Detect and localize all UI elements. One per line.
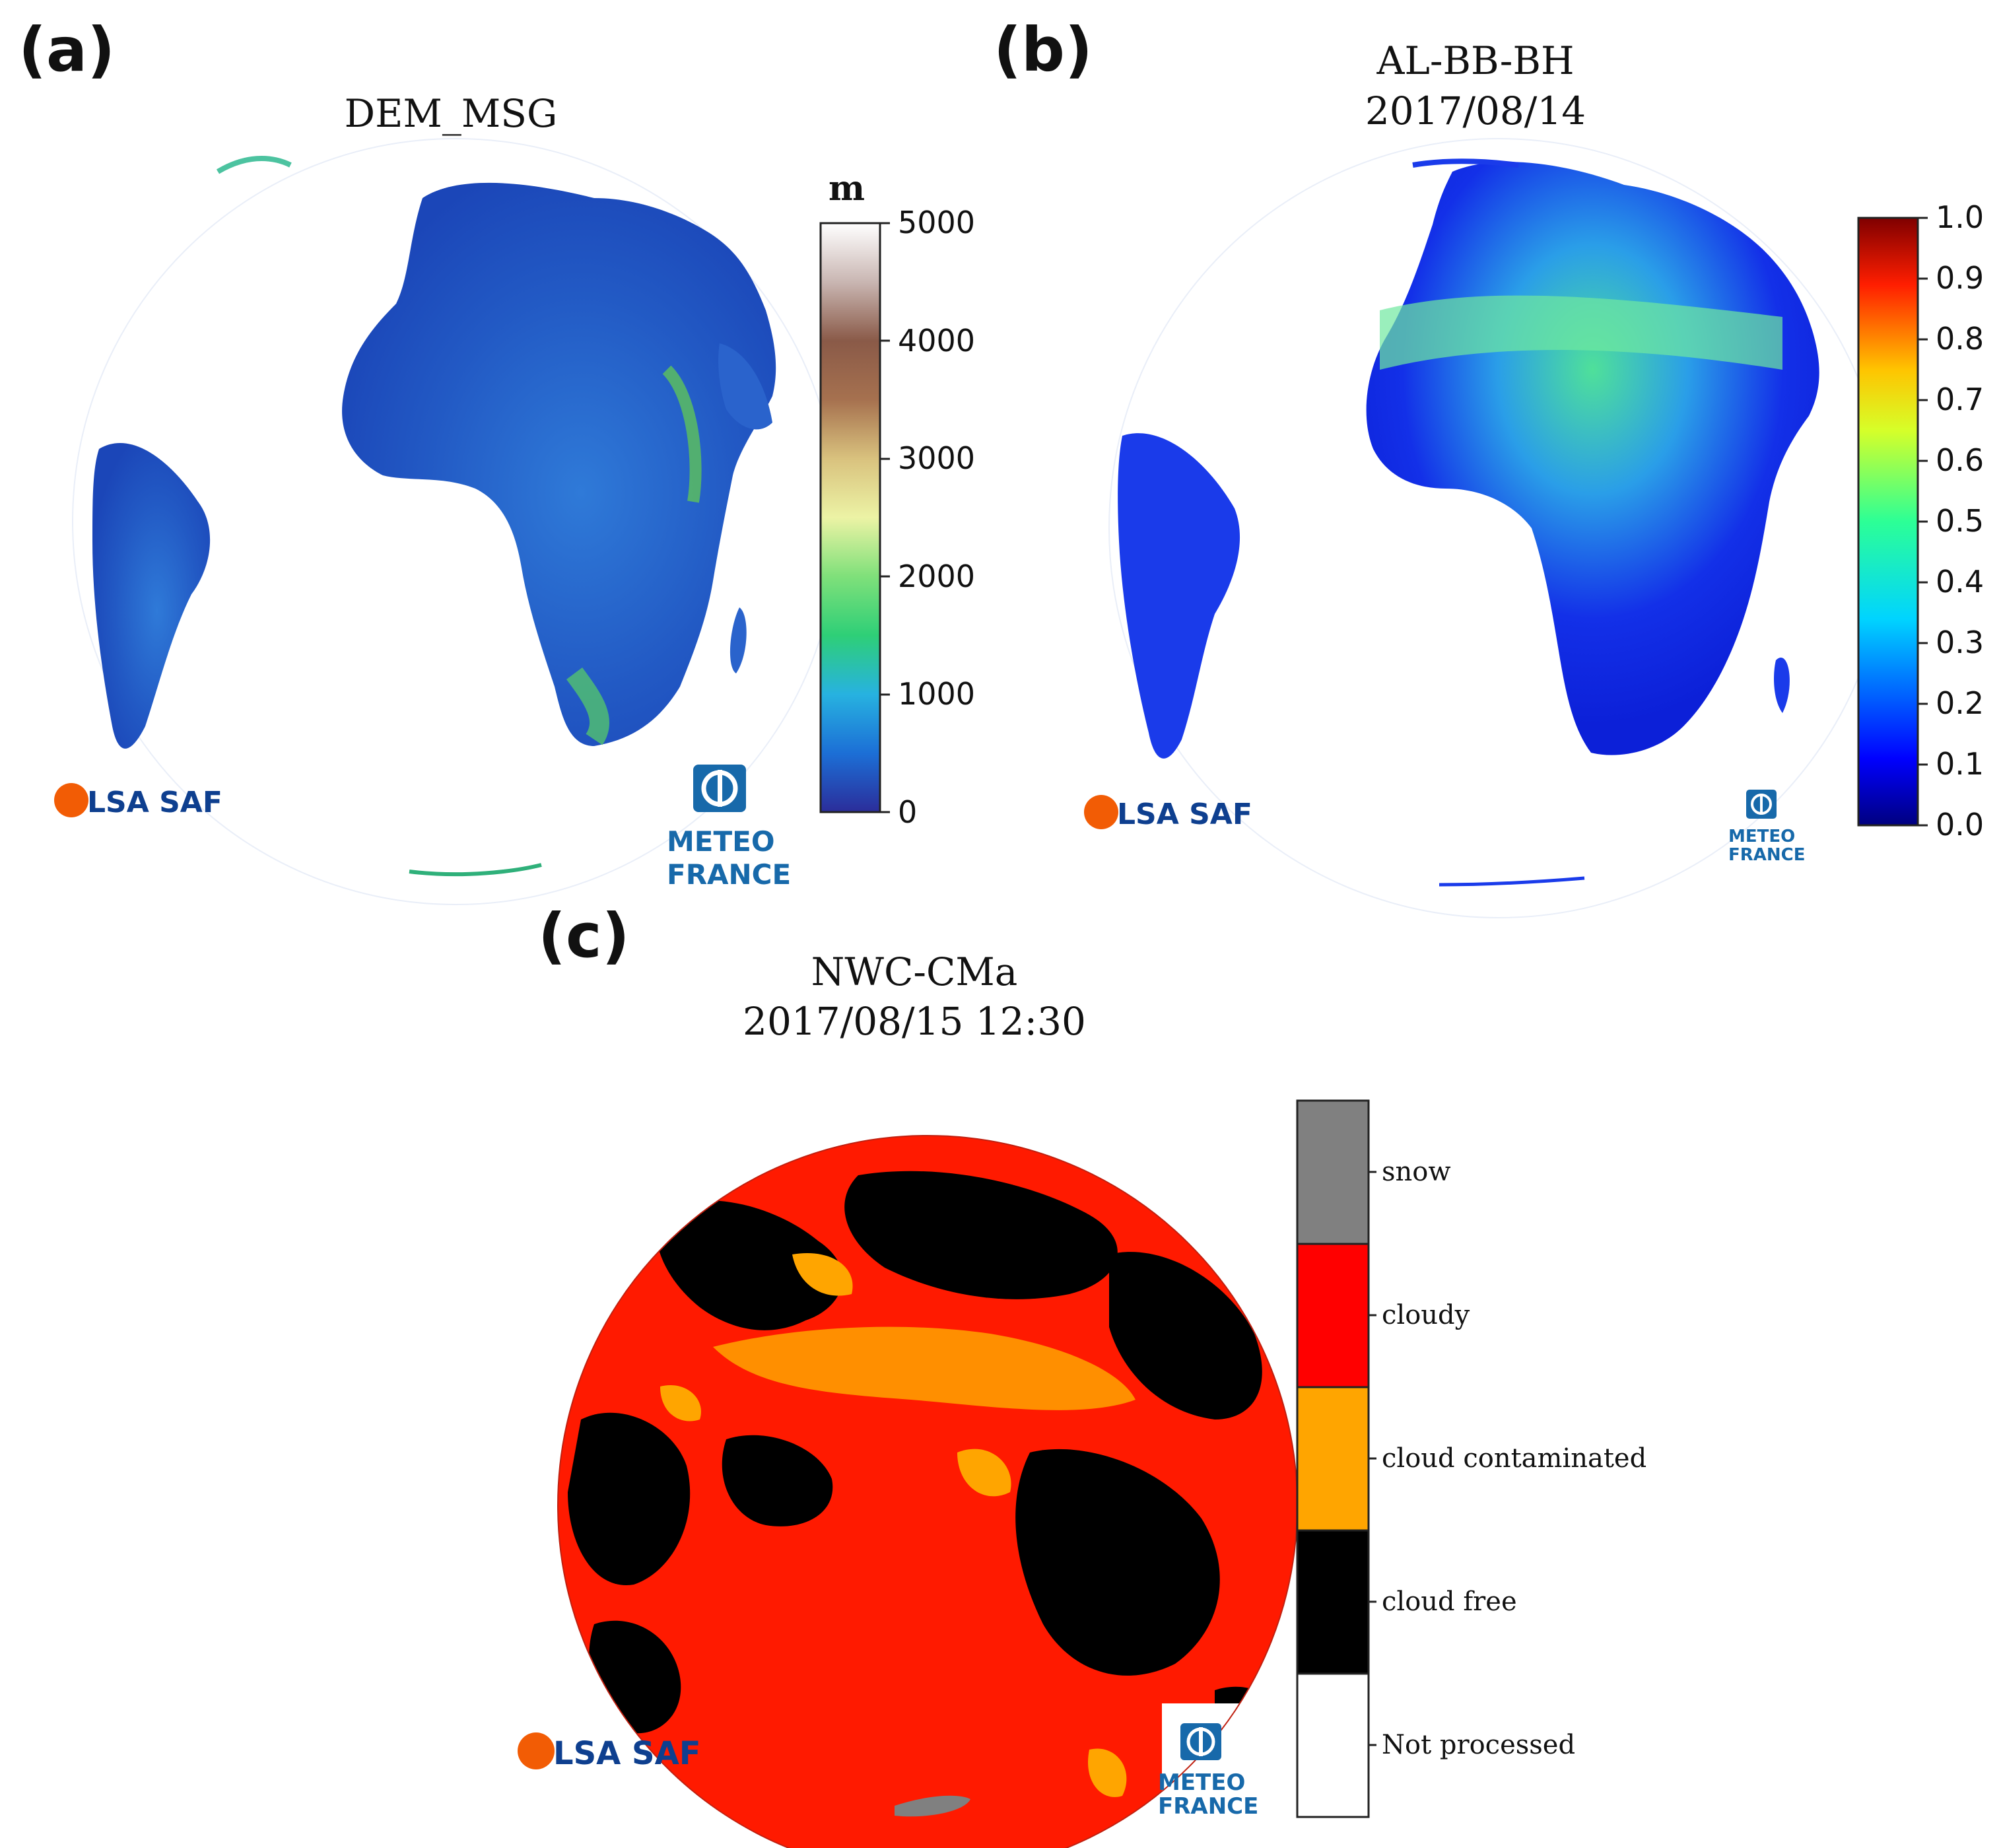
panel-a-tick-0: 0 [898, 794, 918, 830]
panel-b-tick-0.3: 0.3 [1936, 625, 1984, 660]
panel-a-tick-4000: 4000 [898, 323, 976, 359]
meteo-emblem-b [1746, 790, 1777, 819]
meteo-text-b-line1: METEO [1728, 827, 1796, 846]
panel-a-tick-1000: 1000 [898, 676, 976, 712]
legend-label-cloudy: cloudy [1382, 1300, 1470, 1330]
panel-b-tick-0.9: 0.9 [1936, 260, 1984, 296]
panel-b-tick-0.7: 0.7 [1936, 382, 1984, 417]
panel-b-tick-0.6: 0.6 [1936, 442, 1984, 478]
panel-b-globe [1108, 138, 1889, 918]
lsa-logo-text-b: LSA SAF [1117, 798, 1252, 831]
legend-label-snow: snow [1382, 1157, 1451, 1187]
panel-b-tick-1.0: 1.0 [1936, 199, 1984, 235]
panel-a-tick-2000: 2000 [898, 559, 976, 594]
lsa-logo-text-a: LSA SAF [87, 786, 222, 819]
meteo-emblem-a [693, 765, 746, 812]
legend-swatch-cloud-contaminated [1296, 1386, 1370, 1532]
panel-a-tick-5000: 5000 [898, 205, 976, 240]
legend-label-cloud-free: cloud free [1382, 1587, 1517, 1617]
panel-b-south-america [1118, 433, 1240, 759]
panel-b-tick-0.2: 0.2 [1936, 685, 1984, 721]
legend-label-not-processed: Not processed [1382, 1730, 1576, 1760]
panel-a-arabia [718, 343, 772, 430]
lsa-logo-mark-b [1084, 795, 1118, 829]
panel-b-colorbar [1857, 217, 1919, 827]
panel-b-tick-0.5: 0.5 [1936, 503, 1984, 539]
meteo-text-a-line2: FRANCE [667, 858, 792, 891]
lsa-logo-text-c: LSA SAF [553, 1735, 701, 1772]
meteo-text-b-line2: FRANCE [1728, 845, 1806, 865]
panel-c-label: (c) [538, 901, 630, 971]
panel-b-tick-0.1: 0.1 [1936, 746, 1984, 782]
panel-c-title-line2: 2017/08/15 12:30 [743, 999, 1086, 1044]
panel-a-label: (a) [18, 15, 116, 85]
panel-b-label: (b) [994, 15, 1093, 85]
panel-a-globe [72, 138, 839, 905]
lsa-logo-mark-a [54, 783, 88, 817]
panel-c-disk [558, 1136, 1297, 1848]
legend-swatch-cloud-free [1296, 1529, 1370, 1675]
panel-a-title: DEM_MSG [344, 91, 558, 136]
legend-swatch-cloudy [1296, 1243, 1370, 1388]
lsa-logo-mark-c [518, 1732, 555, 1769]
legend-swatch-snow [1296, 1099, 1370, 1245]
meteo-text-a-line1: METEO [667, 825, 775, 858]
panel-a-africa-europe [342, 182, 776, 746]
legend-swatch-not-processed [1296, 1672, 1370, 1818]
panel-b-africa-europe [1366, 162, 1819, 755]
legend-label-cloud-contaminated: cloud contaminated [1382, 1443, 1647, 1474]
panel-b-tick-0.0: 0.0 [1936, 807, 1984, 842]
panel-b-title-line1: AL-BB-BH [1376, 38, 1575, 83]
panel-a-tick-3000: 3000 [898, 440, 976, 476]
panel-b-title-line2: 2017/08/14 [1365, 88, 1586, 133]
meteo-emblem-c [1180, 1723, 1221, 1760]
panel-b-tick-0.4: 0.4 [1936, 564, 1984, 599]
panel-a-madagascar [729, 607, 747, 673]
panel-a-colorbar-unit: m [829, 168, 865, 209]
panel-b-tick-0.8: 0.8 [1936, 321, 1984, 357]
panel-c-legend [1296, 1099, 1370, 1818]
meteo-text-c-line2: FRANCE [1158, 1793, 1259, 1820]
panel-c-title-line1: NWC-CMa [811, 949, 1018, 994]
meteo-text-c-line1: METEO [1158, 1769, 1246, 1796]
panel-a-colorbar [819, 222, 881, 813]
panel-a-south-america [92, 443, 211, 749]
